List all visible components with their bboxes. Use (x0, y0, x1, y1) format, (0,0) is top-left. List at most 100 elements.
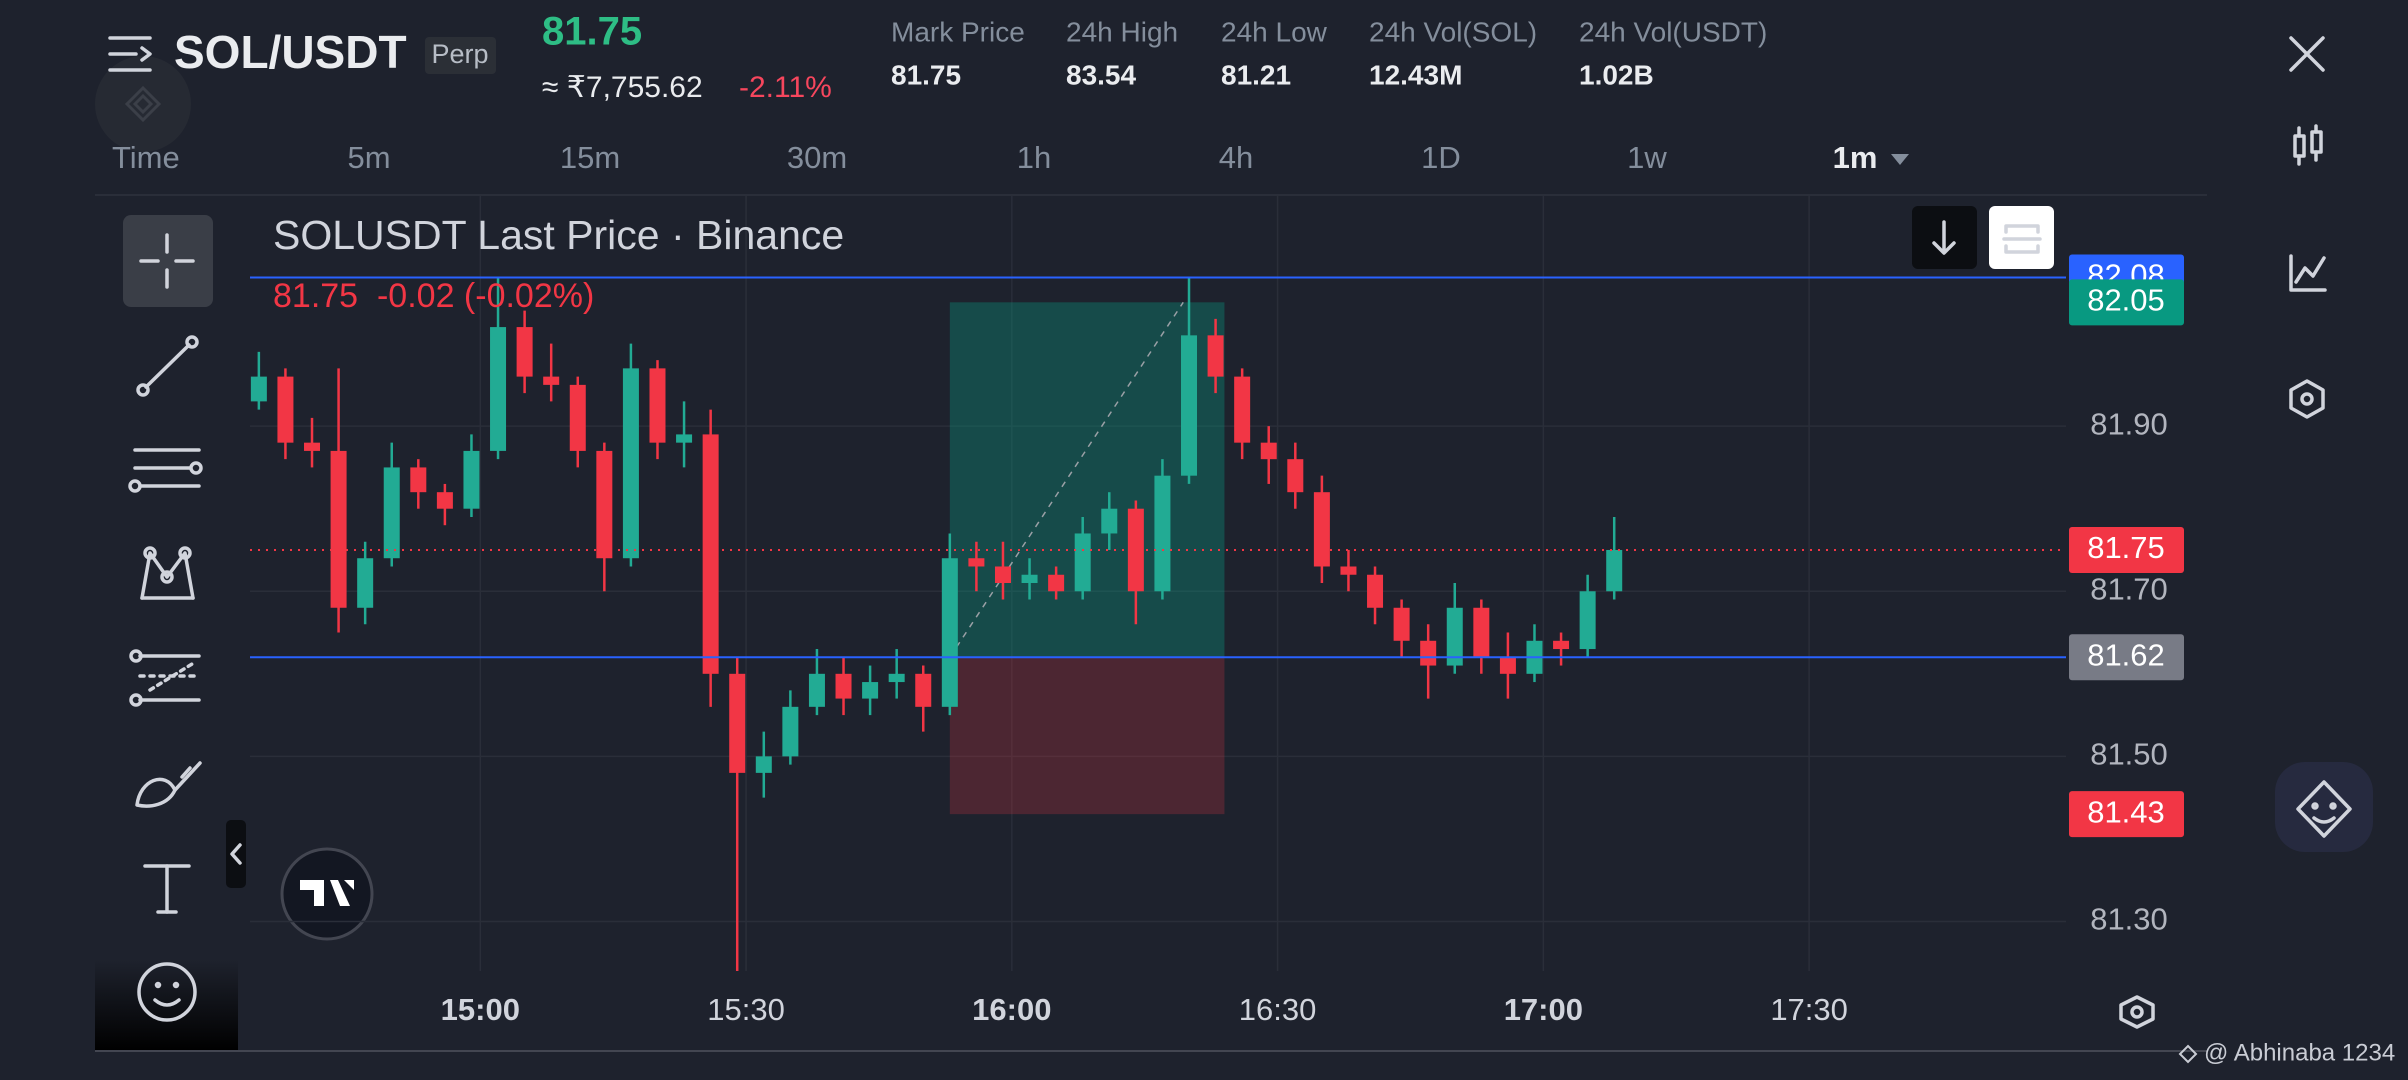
pattern-tool[interactable] (140, 546, 195, 600)
close-button[interactable] (2289, 36, 2325, 72)
text-tool[interactable] (143, 864, 191, 914)
price-label-box (2069, 526, 2184, 573)
stat-value: 83.54 (1066, 59, 1136, 90)
chart-title: SOLUSDT Last Price · Binance (273, 212, 844, 258)
timeframe-tab[interactable]: 1h (1017, 140, 1051, 175)
timeframe-tab[interactable]: 4h (1219, 140, 1253, 175)
menu-icon[interactable] (108, 36, 152, 72)
scroll-icon (1932, 220, 1956, 255)
brand-logo-mark (124, 85, 162, 123)
candle-body (941, 558, 958, 707)
candle-body (755, 756, 772, 773)
stat-value: 12.43M (1369, 59, 1462, 90)
timeframe-tab[interactable]: 15m (560, 140, 620, 175)
assistant-bg (2275, 762, 2373, 852)
candle-body (1101, 508, 1118, 534)
settings-icon[interactable] (2289, 379, 2325, 419)
dropdown-arrow (1891, 154, 1909, 165)
stat-label: 24h Low (1221, 16, 1328, 47)
toolbar-collapse[interactable] (226, 820, 246, 888)
candle-body (1473, 607, 1490, 658)
stat-value: 1.02B (1579, 59, 1654, 90)
price-label: 81.43 (2087, 794, 2165, 829)
candle-body (250, 376, 267, 402)
candle-body (862, 682, 879, 699)
brand-logo (95, 56, 191, 152)
x-tick-label: 15:30 (707, 992, 785, 1027)
candle-body (330, 450, 347, 608)
price-change: -2.11% (739, 71, 832, 104)
candle-body (1367, 574, 1384, 608)
emoji-tool[interactable] (137, 962, 197, 1022)
price-label: 81.62 (2087, 637, 2165, 672)
trend-line-tool[interactable] (136, 335, 199, 397)
candle-body (543, 376, 560, 385)
watermark-logo (2178, 1044, 2198, 1064)
candle-body (1340, 566, 1357, 575)
timeframe-tab[interactable]: 5m (347, 140, 390, 175)
candle-body (490, 327, 507, 451)
candle-body (1606, 549, 1623, 592)
tv-logo (280, 847, 374, 941)
candle-body (410, 467, 427, 493)
candle-body (1420, 640, 1437, 666)
candle-body (436, 492, 453, 509)
x-tick-label: 16:30 (1239, 992, 1317, 1027)
y-tick-label: 81.50 (2090, 737, 2168, 772)
candle-body (1287, 459, 1304, 493)
x-tick-label: 17:00 (1504, 992, 1583, 1027)
candle-body (702, 434, 719, 674)
candle-body (994, 566, 1011, 583)
assistant-icon[interactable] (2296, 780, 2352, 838)
timeframe-tab[interactable]: 1m (1833, 140, 1878, 175)
chart-subtitle: 81.75 -0.02 (-0.02%) (273, 277, 594, 315)
timeframe-tab[interactable]: 1D (1421, 140, 1461, 175)
candle-body (1021, 574, 1038, 583)
x-tick-label: 16:00 (972, 992, 1051, 1027)
candle-view-icon[interactable] (2293, 124, 2323, 166)
candle-body (1127, 508, 1144, 592)
price-label: 81.75 (2087, 530, 2165, 565)
candle-body (357, 558, 374, 608)
chart-settings-icon[interactable] (2119, 995, 2155, 1029)
candle-body (1579, 591, 1596, 650)
candle-body (676, 434, 693, 443)
price-label-box (2069, 279, 2184, 326)
crosshair-tool[interactable] (139, 233, 195, 289)
timeframe-tab[interactable]: 1w (1627, 140, 1667, 175)
candle-body (1446, 607, 1463, 666)
candle-body (1393, 607, 1410, 641)
position-loss (949, 657, 1225, 815)
pair-name: SOL/USDT (174, 26, 407, 78)
candle-body (1313, 492, 1330, 567)
timeframe-tab[interactable]: Time (112, 140, 180, 175)
stat-label: 24h Vol(SOL) (1369, 16, 1537, 47)
fib-tool[interactable] (129, 649, 201, 707)
candle-body (808, 673, 825, 707)
candle-body (1154, 475, 1171, 592)
candle-body (782, 706, 799, 757)
y-tick-label: 81.30 (2090, 902, 2168, 937)
contract-tag: Perp (431, 39, 488, 69)
fullscreen-icon (2002, 224, 2042, 254)
candle-body (383, 467, 400, 559)
candle-body (968, 558, 985, 567)
candle-body (649, 368, 666, 443)
candle-body (1074, 533, 1091, 592)
stat-label: 24h Vol(USDT) (1579, 16, 1767, 47)
candle-body (1181, 335, 1198, 476)
horizontal-lines-tool[interactable] (128, 448, 203, 493)
indicator-icon[interactable] (2289, 254, 2327, 292)
tool-selected-bg (123, 215, 213, 307)
candle-body (1234, 376, 1251, 443)
brush-tool[interactable] (135, 761, 202, 808)
candle-body (1499, 657, 1516, 674)
timeframe-tab[interactable]: 30m (787, 140, 847, 175)
x-tick-label: 15:00 (441, 992, 520, 1027)
y-tick-label: 81.90 (2090, 406, 2168, 441)
candle-body (622, 368, 639, 559)
candle-body (888, 673, 905, 683)
stat-label: Mark Price (891, 16, 1025, 47)
stat-label: 24h High (1066, 16, 1178, 47)
